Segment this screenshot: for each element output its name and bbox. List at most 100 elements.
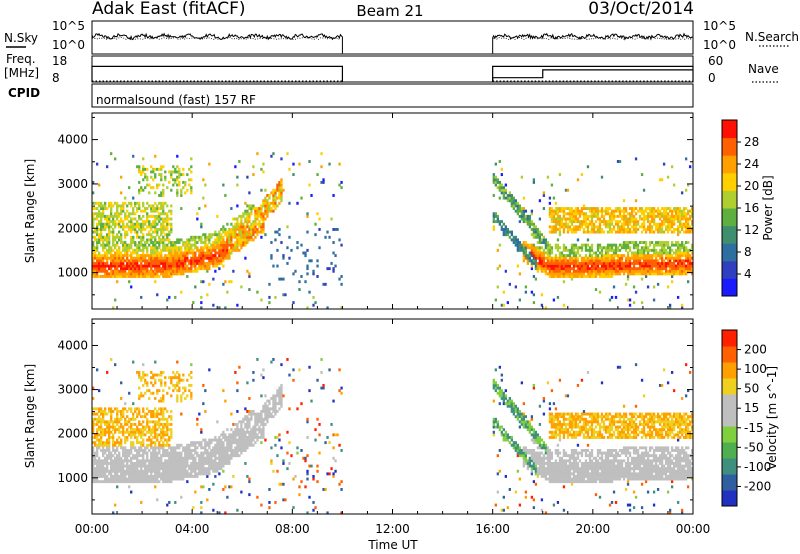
power-cell (636, 248, 640, 252)
power-cell (228, 251, 231, 255)
power-cell (644, 217, 648, 221)
power-cell (288, 201, 291, 205)
power-cell (238, 238, 241, 242)
radar-title: Adak East (fitACF) (92, 0, 246, 19)
power-cell (214, 233, 217, 237)
velocity-cell (140, 441, 143, 445)
power-cell (552, 275, 556, 278)
power-cell (608, 214, 612, 218)
power-cell (616, 256, 620, 260)
power-cell (608, 207, 612, 210)
power-cell (278, 194, 281, 197)
power-cell (332, 194, 335, 197)
power-cell (548, 269, 552, 273)
power-cell (542, 264, 546, 268)
velocity-cell (108, 436, 111, 439)
power-cell (612, 254, 616, 258)
velocity-cell (160, 477, 163, 481)
power-cell (140, 222, 143, 226)
power-cell (156, 261, 159, 265)
power-cell (154, 167, 157, 171)
velocity-cell (132, 415, 135, 419)
power-cell (622, 214, 626, 218)
power-cell (570, 207, 574, 210)
velocity-cell (128, 430, 131, 434)
power-cell (156, 264, 159, 268)
power-cell (132, 225, 135, 229)
power-cell (120, 261, 123, 265)
power-cell (578, 261, 582, 265)
power-cell (578, 275, 582, 278)
velocity-cell (202, 384, 205, 387)
power-cell (180, 290, 183, 294)
power-cell (248, 225, 251, 229)
velocity-cell (110, 407, 113, 411)
power-cell (126, 214, 129, 218)
power-cell (164, 220, 167, 224)
power-cell (146, 246, 149, 250)
power-cell (304, 254, 307, 258)
velocity-cell (240, 420, 243, 424)
power-cell (690, 264, 694, 268)
power-cell (598, 220, 602, 224)
power-cell (622, 227, 626, 231)
power-cell (146, 167, 149, 171)
velocity-cell (146, 446, 149, 450)
velocity-cell (100, 438, 103, 442)
velocity-cell (98, 456, 101, 460)
power-cell (218, 267, 221, 271)
velocity-cell (188, 472, 191, 476)
power-cell (682, 261, 686, 265)
velocity-cell (186, 394, 189, 398)
power-cell (502, 233, 505, 237)
velocity-cell (124, 451, 127, 455)
power-cell (92, 180, 95, 184)
power-cell (646, 285, 650, 289)
power-cell (178, 180, 181, 184)
power-cell (172, 246, 175, 250)
power-cell (178, 173, 181, 177)
velocity-cell (162, 433, 165, 437)
velocity-cell (118, 428, 121, 432)
velocity-cell (222, 433, 225, 437)
power-cell (184, 248, 187, 252)
power-cell (688, 254, 692, 258)
power-cell (634, 251, 638, 255)
power-cell (658, 230, 662, 234)
power-cell (232, 269, 235, 273)
velocity-cell (160, 433, 163, 437)
power-cell (660, 264, 664, 268)
velocity-cell (154, 454, 157, 458)
power-cell (98, 241, 101, 244)
power-cell (98, 233, 101, 237)
power-cell (670, 220, 674, 224)
power-cell (516, 264, 520, 268)
velocity-cell (230, 443, 233, 447)
power-cell (308, 160, 311, 163)
power-cell (96, 227, 99, 231)
power-cell (522, 214, 526, 218)
velocity-cell (96, 412, 99, 416)
power-cell (690, 267, 694, 271)
velocity-cell (138, 472, 141, 476)
power-cell (152, 214, 155, 218)
power-cells (92, 152, 694, 310)
power-cell (114, 251, 117, 255)
power-cell (496, 285, 499, 289)
power-cell (588, 207, 592, 210)
power-cell (614, 222, 618, 226)
velocity-cell (168, 454, 171, 458)
power-cell (498, 243, 501, 247)
power-cell (532, 235, 536, 239)
power-cell (98, 201, 101, 205)
power-cell (616, 264, 620, 268)
power-cell (246, 212, 249, 216)
power-cell (680, 264, 684, 268)
power-cell (158, 256, 161, 260)
power-cell (630, 241, 634, 244)
power-cell (676, 272, 680, 276)
velocity-cell (164, 462, 167, 465)
power-cell (626, 277, 630, 281)
power-cell (208, 264, 211, 268)
date-title: 03/Oct/2014 (588, 0, 694, 19)
